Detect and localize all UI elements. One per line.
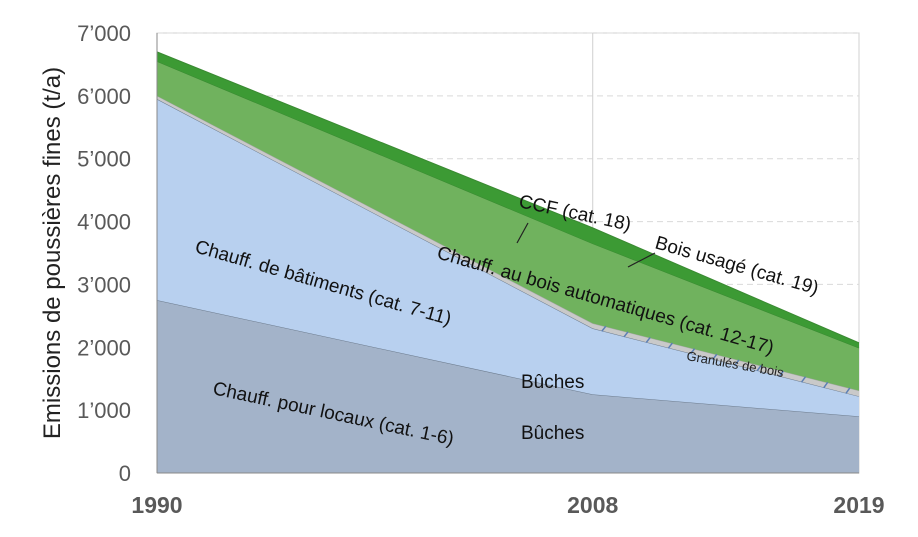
granules-hatch (645, 336, 651, 344)
granules-hatch (623, 331, 629, 338)
granules-hatch (800, 376, 807, 383)
x-tick-label: 1990 (131, 492, 182, 518)
y-tick-label: 2’000 (77, 335, 131, 360)
granules-hatch (778, 370, 784, 377)
y-tick-label: 5’000 (77, 147, 131, 172)
granules-hatch (823, 381, 829, 389)
area-series (156, 51, 860, 473)
x-tick-labels: 1990 2008 2019 (131, 492, 884, 518)
area-edge-4 (156, 51, 860, 344)
y-tick-label: 7’000 (77, 21, 131, 46)
x-tick-label: 2019 (833, 492, 884, 518)
x-tick-label: 2008 (567, 492, 618, 518)
granules-hatch (712, 353, 718, 360)
y-tick-label: 3’000 (77, 272, 131, 297)
annotation-buches-lower: Bûches (521, 423, 584, 444)
granules-hatch (689, 348, 696, 355)
y-tick-label: 4’000 (77, 210, 131, 235)
granules-hatch (734, 359, 740, 366)
area-4 (157, 51, 859, 348)
series-marks (601, 325, 851, 394)
leader-bois-usage (627, 252, 656, 268)
y-tick-label: 1’000 (77, 398, 131, 423)
y-axis-label: Emissions de poussières fines (t/a) (39, 67, 66, 439)
annotation-buches-upper: Bûches (521, 372, 584, 393)
area-1 (157, 99, 859, 417)
granules-hatch (601, 325, 607, 332)
y-tick-label: 6’000 (77, 84, 131, 109)
granules-hatch (667, 342, 673, 349)
leader-ccf (516, 222, 529, 244)
y-tick-label: 0 (119, 461, 131, 486)
y-tick-labels: 0 1’000 2’000 3’000 4’000 5’000 6’000 7’000 (77, 21, 131, 486)
granules-hatch (756, 364, 762, 372)
granules-hatch (845, 387, 851, 394)
area-3 (157, 61, 859, 391)
area-0 (157, 300, 859, 473)
